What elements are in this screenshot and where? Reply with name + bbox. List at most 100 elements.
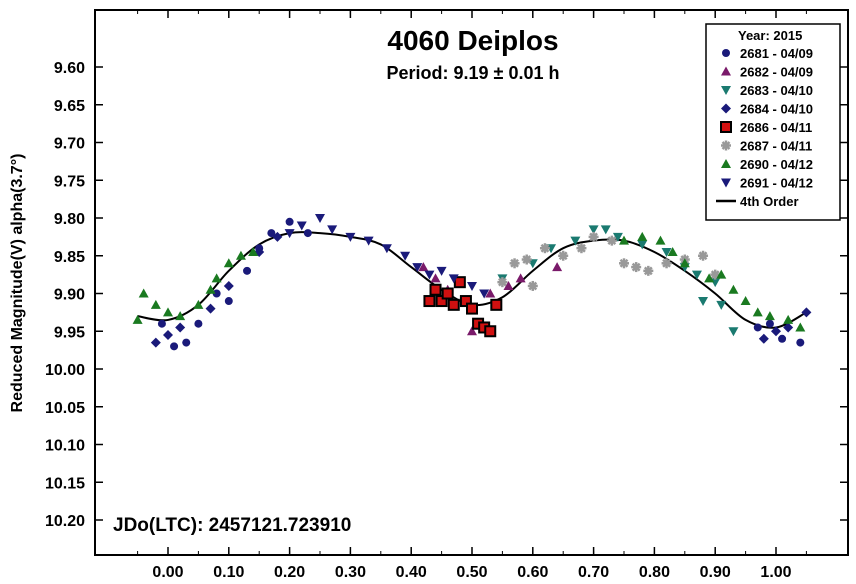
data-point (716, 300, 727, 310)
data-point-stroke (662, 258, 671, 268)
series-2686 (423, 276, 503, 338)
data-point (418, 262, 429, 272)
data-point (435, 295, 448, 308)
legend-entry: 2691 - 04/12 (721, 176, 813, 191)
data-point-stroke (698, 251, 708, 261)
legend-marker (721, 86, 731, 95)
x-tick-label: 0.50 (456, 564, 487, 581)
data-points-layer (132, 214, 812, 351)
data-point-stroke (577, 243, 586, 253)
data-point (606, 235, 617, 246)
legend-label: 2690 - 04/12 (740, 157, 813, 172)
x-tick-label: 0.40 (396, 564, 427, 581)
data-point (267, 229, 276, 238)
x-tick-label: 0.90 (700, 564, 731, 581)
data-point (771, 326, 781, 337)
data-point (453, 276, 466, 289)
data-point (205, 303, 216, 314)
y-tick-label: 10.00 (45, 362, 85, 379)
y-tick-label: 9.70 (54, 136, 85, 153)
data-point (447, 298, 460, 311)
data-point (710, 269, 721, 280)
chart-title: 4060 Deiplos (387, 25, 558, 56)
data-point (521, 254, 532, 265)
data-point (740, 296, 751, 306)
data-point (467, 326, 477, 336)
data-point (175, 322, 186, 333)
data-point (600, 225, 611, 235)
legend-marker (721, 66, 731, 76)
legend-label: 2691 - 04/12 (740, 176, 813, 191)
data-point (484, 325, 497, 338)
data-point (459, 295, 472, 308)
data-point (163, 330, 173, 341)
data-point (704, 273, 715, 283)
data-point (138, 288, 149, 298)
data-point (588, 231, 599, 242)
series-2684 (150, 231, 812, 348)
data-point (132, 314, 143, 324)
y-tick-label: 9.60 (54, 60, 85, 77)
data-point-stroke (710, 270, 720, 280)
data-point (588, 225, 599, 235)
data-point (558, 250, 569, 261)
data-point (248, 246, 259, 256)
legend-entry: 2690 - 04/12 (721, 157, 813, 172)
x-tick-label: 0.60 (517, 564, 548, 581)
data-point (423, 295, 436, 308)
data-point (691, 270, 702, 280)
data-point (796, 338, 805, 347)
data-point (643, 265, 654, 276)
y-axis-label: Reduced Magnitude(V) alpha(3.7°) (9, 154, 26, 413)
data-point (783, 322, 794, 333)
series-2690 (132, 231, 806, 332)
x-tick-label: 0.10 (213, 564, 244, 581)
data-point-stroke (589, 232, 598, 242)
data-point-stroke (607, 236, 617, 246)
data-point (753, 323, 762, 332)
data-point (637, 240, 648, 250)
y-tick-label: 10.05 (45, 400, 85, 417)
data-point-stroke (540, 243, 550, 253)
legend-entry: 2682 - 04/09 (721, 65, 813, 80)
data-point (193, 299, 204, 309)
data-point (381, 244, 392, 254)
legend-label: 2686 - 04/11 (740, 120, 812, 135)
legend-label: 2684 - 04/10 (740, 102, 813, 117)
legend-entry: 2684 - 04/10 (721, 102, 813, 117)
data-point (223, 280, 234, 291)
legend-marker (720, 121, 732, 133)
data-point (315, 214, 325, 223)
legend-marker (721, 178, 731, 188)
data-point (515, 273, 526, 283)
epoch-annotation: JDo(LTC): 2457121.723910 (113, 515, 351, 536)
data-point (503, 280, 514, 290)
data-point (716, 269, 727, 279)
data-point (479, 289, 490, 299)
data-point (539, 243, 550, 254)
legend: Year: 2015 2681 - 04/09 2682 - 04/09 2683 … (705, 23, 841, 221)
legend-entry: 2683 - 04/10 (721, 83, 813, 98)
data-point-stroke (631, 262, 641, 272)
data-point (467, 281, 477, 291)
data-point (430, 273, 441, 283)
x-tick-label: 0.20 (274, 564, 305, 581)
data-point (272, 231, 283, 242)
data-point (698, 297, 709, 307)
data-point (801, 307, 812, 318)
data-point (552, 262, 563, 272)
chart-subtitle: Period: 9.19 ± 0.01 h (387, 63, 560, 83)
data-point (175, 311, 186, 321)
data-point (285, 217, 294, 226)
data-point (150, 337, 161, 348)
data-point (778, 334, 787, 343)
data-point (441, 287, 454, 300)
series-2683 (497, 225, 739, 337)
data-point-stroke (510, 258, 519, 268)
y-tick-label: 10.10 (45, 438, 85, 455)
data-point (758, 333, 769, 344)
data-point (698, 250, 709, 261)
data-point (327, 225, 338, 235)
legend-entry: 2686 - 04/11 (720, 120, 812, 135)
y-tick-label: 9.65 (54, 98, 85, 115)
